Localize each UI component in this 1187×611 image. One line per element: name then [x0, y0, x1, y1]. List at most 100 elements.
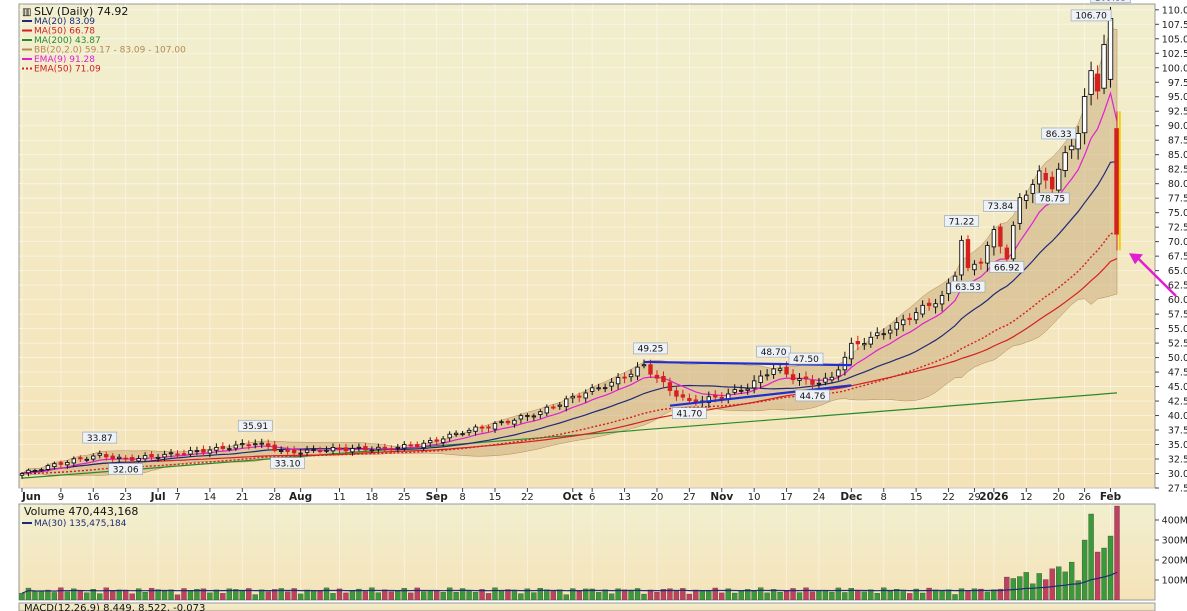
- y-tick-label: 42.5: [1168, 397, 1187, 408]
- volume-bar: [699, 590, 705, 600]
- candle-body: [1011, 224, 1016, 260]
- candle-body: [920, 304, 925, 315]
- volume-bar: [187, 590, 194, 600]
- candle-body: [492, 422, 498, 430]
- candle-body: [745, 388, 750, 391]
- candle-body: [713, 394, 718, 398]
- candle-body: [505, 420, 511, 424]
- volume-bar: [634, 588, 641, 600]
- volume-bar: [881, 587, 887, 600]
- volume-panel-bg: [18, 503, 1156, 601]
- volume-bar: [310, 590, 317, 600]
- volume-bar: [297, 593, 304, 600]
- candle-body: [240, 443, 245, 446]
- y-tick-label: 30.0: [1168, 469, 1187, 480]
- x-tick-label: 26: [1078, 492, 1091, 503]
- volume-bar: [809, 591, 816, 600]
- volume-bar: [155, 589, 161, 600]
- candle-body: [583, 392, 588, 399]
- volume-bar: [628, 589, 634, 600]
- candle-body: [790, 374, 796, 381]
- volume-bar: [272, 589, 278, 600]
- ema50-line: [21, 232, 1117, 475]
- legend-item: EMA(9) 91.28: [34, 55, 95, 65]
- value-label-box: [1070, 9, 1112, 22]
- volume-bar: [764, 592, 770, 600]
- volume-bar: [330, 593, 336, 600]
- volume-bar: [1043, 579, 1049, 600]
- volume-bar: [757, 587, 764, 600]
- x-tick-label: 13: [618, 492, 631, 503]
- volume-bar: [868, 589, 874, 600]
- candle-body: [803, 376, 809, 380]
- candle-body: [460, 433, 465, 436]
- volume-bar: [932, 589, 939, 600]
- candle-body: [589, 387, 595, 392]
- volume-bar: [952, 594, 958, 600]
- candle-body: [855, 341, 861, 345]
- candle-body: [751, 380, 757, 389]
- y-tick-label: 40.0: [1168, 411, 1187, 422]
- candle-body: [369, 449, 375, 452]
- volume-bar: [861, 591, 867, 600]
- volume-bar: [835, 587, 842, 600]
- volume-bar: [725, 588, 731, 600]
- candle-body: [1050, 176, 1055, 190]
- volume-bar: [738, 590, 744, 600]
- volume-title: Volume 470,443,168: [24, 505, 138, 518]
- candle-body: [253, 443, 258, 446]
- candle-body: [823, 377, 828, 383]
- candle-body: [453, 432, 459, 435]
- volume-bar: [19, 593, 25, 600]
- volume-bar: [803, 587, 809, 600]
- volume-bar: [615, 588, 621, 600]
- volume-bar: [1049, 568, 1055, 600]
- value-label-box: [944, 215, 979, 227]
- candle-body: [71, 458, 77, 464]
- y-tick-label: 65.0: [1168, 266, 1187, 277]
- x-tick-label: 10: [748, 492, 761, 503]
- volume-bar: [434, 590, 440, 600]
- candle-body: [129, 457, 135, 461]
- volume-y-tick-label: 200M: [1162, 556, 1187, 567]
- volume-bar: [207, 592, 213, 600]
- volume-bar: [116, 589, 122, 600]
- volume-bar: [291, 588, 297, 600]
- candle-body: [836, 369, 841, 377]
- candle-body: [622, 376, 627, 379]
- candle-body: [39, 469, 44, 472]
- value-label-box: [989, 261, 1025, 273]
- candle-body: [680, 394, 686, 398]
- candle-body: [596, 387, 601, 390]
- x-tick-label: 18: [366, 492, 379, 503]
- candle-body: [531, 415, 537, 418]
- y-tick-label: 102.5: [1162, 49, 1187, 60]
- volume-bar: [505, 589, 511, 600]
- volume-bar: [654, 591, 660, 600]
- candle-body: [304, 449, 310, 453]
- candle-body: [894, 322, 899, 330]
- value-label: 86.33: [1046, 130, 1072, 140]
- y-tick-label: 52.5: [1168, 339, 1187, 350]
- x-tick-label: 28: [268, 492, 281, 503]
- candle-body: [577, 395, 582, 398]
- value-label-box: [983, 200, 1018, 212]
- pointer-arrow-head: [1129, 253, 1143, 265]
- volume-bar: [958, 588, 965, 600]
- volume-bar: [375, 592, 382, 600]
- candle-body: [1043, 172, 1048, 181]
- candle-body: [829, 376, 835, 381]
- ema9-line: [21, 91, 1118, 475]
- candle-body: [667, 382, 673, 391]
- volume-bar: [472, 592, 479, 600]
- candle-body: [194, 450, 200, 453]
- candle-body: [207, 449, 213, 454]
- value-label-box: [672, 407, 707, 419]
- volume-bar: [323, 587, 330, 600]
- candle-body: [32, 470, 38, 472]
- candle-body: [440, 438, 446, 443]
- candle-body: [181, 453, 187, 456]
- volume-bar: [194, 589, 200, 600]
- candle-body: [544, 406, 550, 414]
